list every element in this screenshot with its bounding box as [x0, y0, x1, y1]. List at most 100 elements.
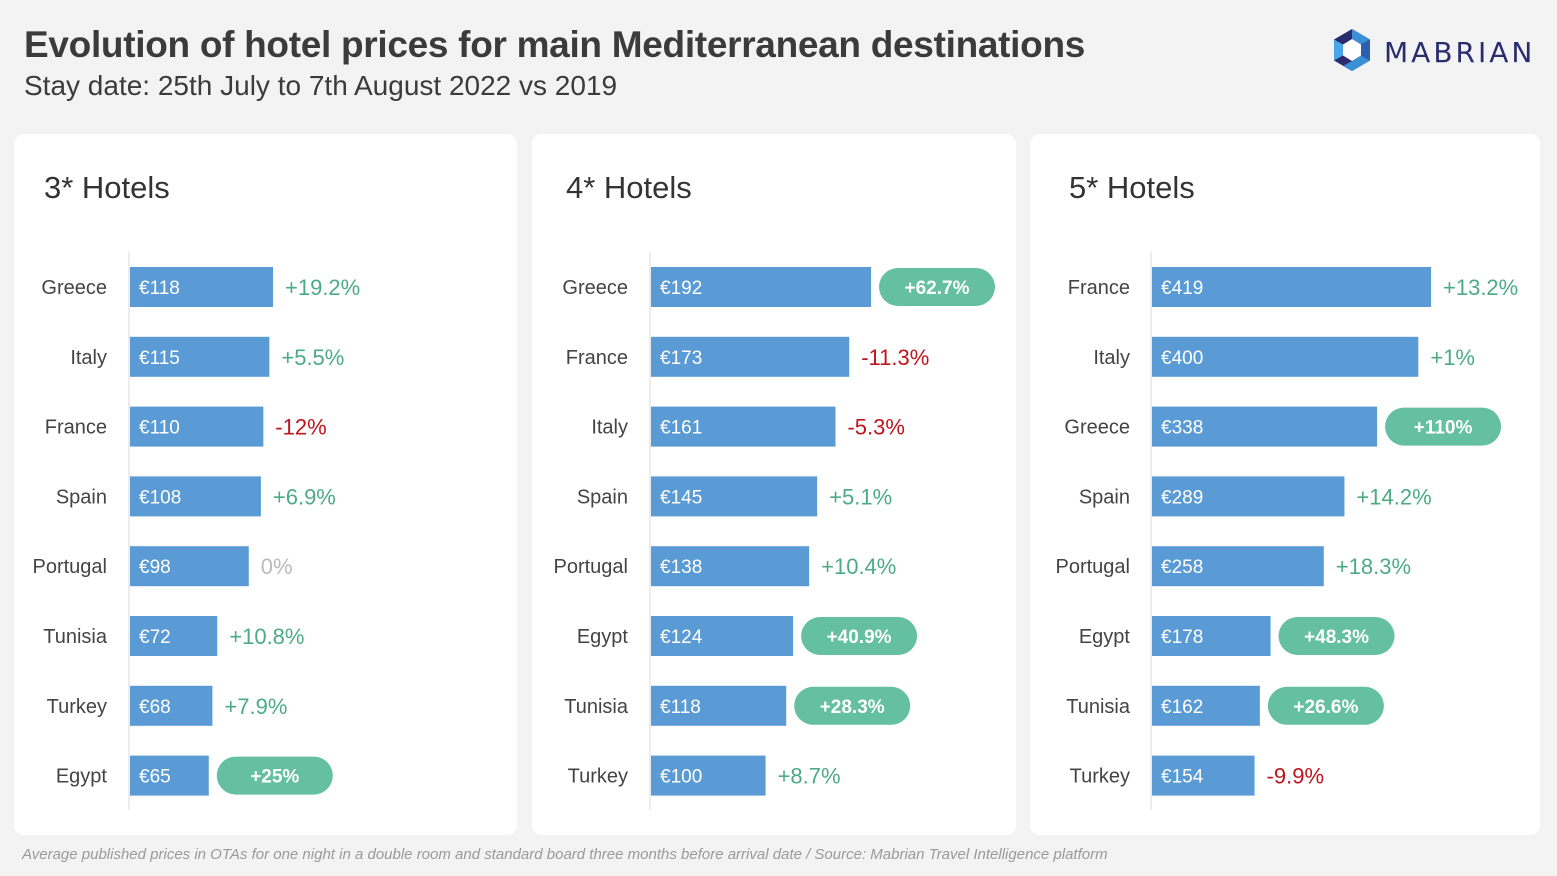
price-bar	[1152, 406, 1378, 447]
category-label: Spain	[577, 486, 628, 508]
change-pill	[801, 617, 918, 655]
change-label: -5.3%	[847, 415, 904, 440]
change-label: -9.9%	[1267, 764, 1324, 789]
change-label: +62.7%	[905, 278, 970, 299]
price-bar	[651, 616, 794, 656]
category-label: Portugal	[554, 556, 629, 578]
change-pill	[1385, 407, 1502, 446]
category-label: France	[1068, 277, 1130, 299]
brand-logo: MABRIAN	[1332, 28, 1535, 77]
panel-3-star	[14, 134, 517, 835]
change-label: +48.3%	[1304, 627, 1369, 648]
page-subtitle: Stay date: 25th July to 7th August 2022 …	[24, 70, 618, 101]
change-label: +110%	[1414, 418, 1473, 439]
price-bar	[651, 755, 766, 796]
category-label: Turkey	[47, 696, 107, 718]
change-label: -12%	[275, 415, 326, 440]
price-label: €289	[1161, 487, 1203, 508]
category-label: Greece	[1064, 417, 1130, 439]
price-label: €173	[660, 348, 702, 369]
price-bar	[1152, 755, 1255, 796]
price-bar	[130, 546, 249, 587]
price-bar	[651, 476, 818, 517]
price-label: €178	[1161, 627, 1203, 648]
logo-text: MABRIAN	[1384, 36, 1536, 69]
change-label: +13.2%	[1443, 275, 1518, 300]
category-label: Spain	[56, 486, 107, 508]
panel-title-4-star: 4* Hotels	[566, 170, 692, 205]
price-bar	[651, 267, 871, 307]
category-label: Tunisia	[1066, 696, 1131, 718]
price-bar	[130, 336, 270, 377]
price-label: €162	[1161, 697, 1203, 718]
category-label: Portugal	[33, 556, 108, 578]
change-label: +25%	[250, 767, 299, 788]
change-label: +26.6%	[1293, 697, 1358, 718]
price-label: €110	[139, 418, 180, 439]
price-bar	[651, 406, 836, 447]
price-label: €258	[1161, 557, 1203, 578]
category-label: France	[45, 417, 107, 439]
price-bar	[130, 267, 273, 307]
category-label: Italy	[1093, 347, 1130, 369]
category-label: Tunisia	[564, 696, 629, 718]
price-bar	[130, 476, 261, 517]
price-bar	[1152, 336, 1419, 377]
price-label: €400	[1161, 348, 1203, 369]
change-label: +10.8%	[229, 624, 304, 649]
category-label: Tunisia	[43, 626, 108, 648]
change-label: +18.3%	[1336, 554, 1411, 579]
price-label: €65	[139, 767, 171, 788]
category-label: Egypt	[1079, 626, 1131, 648]
price-label: €338	[1161, 418, 1203, 439]
change-pill	[216, 756, 333, 795]
change-label: +5.5%	[281, 345, 344, 370]
price-bar	[1152, 616, 1271, 656]
change-label: +7.9%	[224, 694, 287, 719]
change-label: +6.9%	[273, 484, 336, 509]
category-label: Portugal	[1056, 556, 1131, 578]
price-label: €68	[139, 697, 171, 718]
price-label: €154	[1161, 767, 1204, 788]
price-bar	[130, 616, 218, 656]
category-label: Turkey	[1070, 766, 1130, 788]
page-title: Evolution of hotel prices for main Medit…	[24, 24, 1086, 65]
change-label: 0%	[261, 554, 293, 579]
category-label: Turkey	[568, 766, 628, 788]
category-label: Egypt	[56, 766, 108, 788]
price-bar	[130, 685, 213, 726]
price-label: €72	[139, 627, 171, 648]
chart-4-star: Greece €192 +62.7% France €173 -11.3% Italy €16…	[554, 252, 995, 810]
price-label: €124	[660, 627, 703, 648]
price-bar	[1152, 267, 1431, 307]
price-bar	[1152, 546, 1324, 587]
price-label: €98	[139, 557, 171, 578]
hexagon-logo-icon	[1332, 28, 1372, 77]
change-label: +19.2%	[285, 275, 360, 300]
category-label: Greece	[562, 277, 628, 299]
change-label: +8.7%	[778, 764, 841, 789]
change-label: +14.2%	[1356, 484, 1431, 509]
category-label: Greece	[41, 277, 107, 299]
chart-3-star: Greece €118 +19.2% Italy €115 +5.5% France €110…	[33, 252, 360, 810]
price-bar	[130, 406, 264, 447]
price-label: €118	[139, 278, 180, 299]
change-label: +40.9%	[827, 627, 892, 648]
change-label: +5.1%	[829, 484, 892, 509]
price-label: €145	[660, 487, 702, 508]
change-label: +28.3%	[820, 697, 885, 718]
change-pill	[794, 686, 911, 725]
panel-title-5-star: 5* Hotels	[1069, 170, 1195, 205]
change-label: -11.3%	[861, 345, 929, 370]
price-bar	[651, 546, 810, 587]
category-label: Spain	[1079, 486, 1130, 508]
change-pill	[1278, 617, 1395, 655]
change-label: +10.4%	[821, 554, 896, 579]
price-bar	[1152, 476, 1345, 517]
category-label: France	[566, 347, 628, 369]
price-label: €108	[139, 487, 181, 508]
footer-source-note: Average published prices in OTAs for one…	[22, 846, 1108, 863]
change-pill	[879, 268, 995, 306]
category-label: Egypt	[577, 626, 629, 648]
price-label: €115	[139, 348, 180, 369]
